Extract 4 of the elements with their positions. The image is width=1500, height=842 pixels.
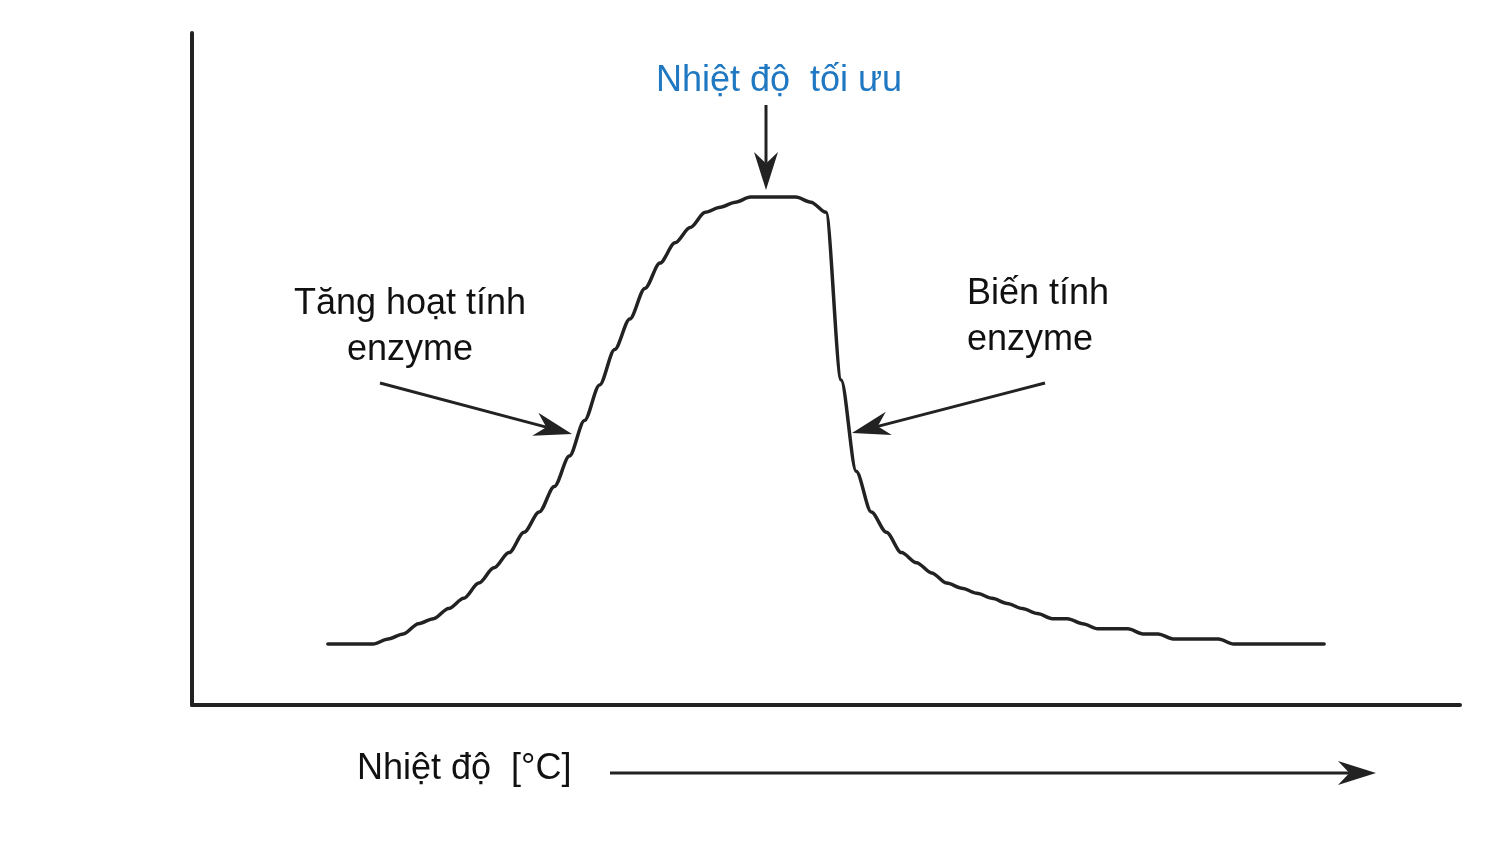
- annotation: Biến tính enzyme: [967, 270, 1110, 358]
- text: Nhiệt độ tối ưu: [655, 57, 903, 99]
- annotation: Tăng hoạt tính enzyme: [293, 280, 527, 368]
- x-axis-title: Nhiệt độ [°C]: [357, 745, 572, 787]
